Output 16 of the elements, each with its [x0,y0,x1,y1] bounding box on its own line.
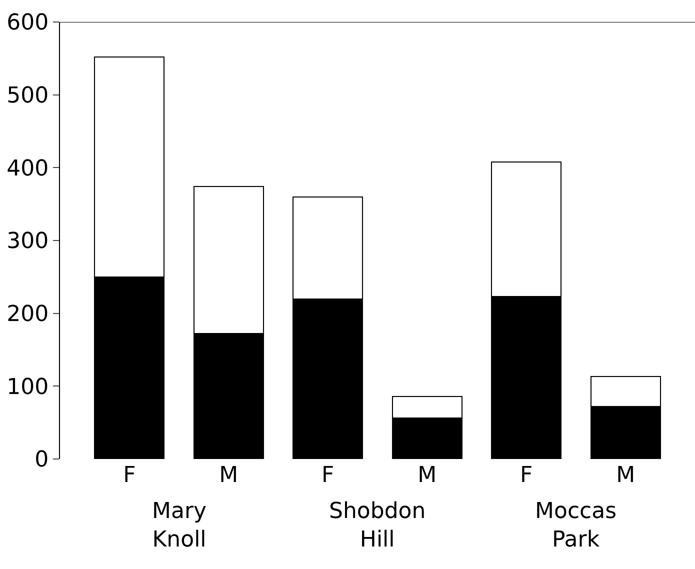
y-tick-label: 300 [6,229,49,254]
x-tick-label: F [322,463,334,488]
y-tick-label: 200 [6,302,49,328]
y-tick-label: 100 [6,374,49,400]
x-tick-label: F [520,463,533,488]
x-tick-label: M [219,463,238,488]
x-tick-label: M [616,463,636,488]
text: Moccas Park [535,499,617,553]
text: Shobdon Hill [329,499,426,553]
x-tick-label: F [123,463,136,488]
y-tick-label: 500 [6,84,49,109]
y-tick-label: 0 [34,448,49,473]
y-tick-label: 400 [6,156,49,182]
y-tick-label: 600 [6,10,49,36]
x-tick-label: M [418,463,437,488]
text: Mary Knoll [152,499,207,553]
